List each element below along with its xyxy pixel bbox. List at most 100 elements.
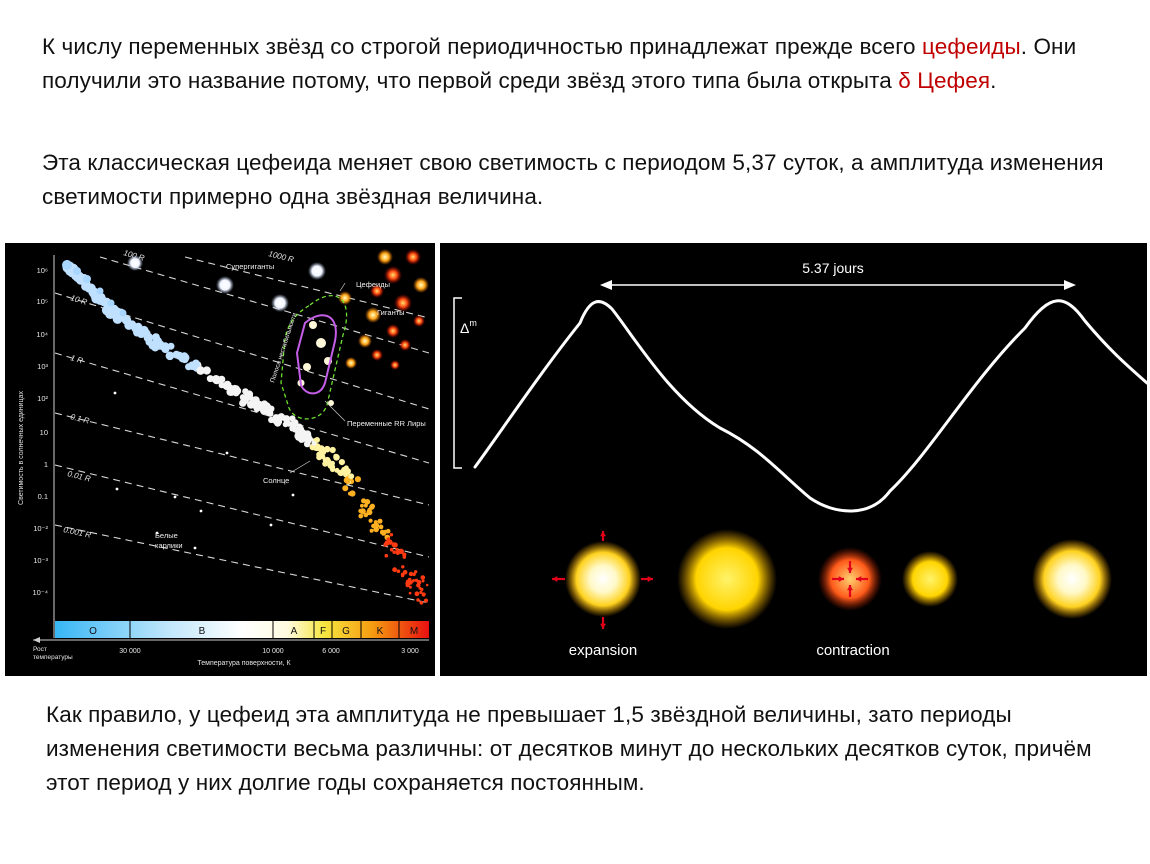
star-dot [73, 267, 81, 275]
period-label: 5.37 jours [802, 260, 863, 276]
star-dot [329, 460, 335, 466]
delta-cephei-highlight: δ Цефея [898, 68, 991, 93]
star-dot [338, 291, 352, 305]
star-contraction-icon [818, 547, 882, 611]
intro-text-3: . [990, 68, 997, 93]
y-tick-label: 10⁴ [36, 330, 48, 339]
temp-growth-arrow-icon [33, 637, 40, 643]
star-dot [239, 394, 246, 401]
spectral-class-label: B [199, 626, 206, 637]
star-dot [414, 570, 418, 574]
spectral-class-label: F [320, 626, 326, 637]
star-dot [420, 587, 424, 592]
star-dot [329, 466, 336, 473]
expansion-arrows-icon [552, 531, 653, 629]
temp-tick-labels: 30 000 10 000 6 000 3 000 [119, 648, 419, 655]
classic-cepheid-paragraph: Эта классическая цефеида меняет свою све… [42, 150, 1104, 209]
star-minimum-size-icon [902, 551, 958, 607]
star-dot [337, 469, 345, 477]
y-tick-label: 10⁻² [33, 524, 48, 533]
star-dot [412, 579, 416, 582]
star-dot [405, 249, 421, 265]
star-dot [389, 547, 394, 552]
star-dot [62, 260, 72, 270]
star-dot [309, 321, 317, 329]
star-dot [365, 307, 381, 323]
star-dot [412, 572, 416, 577]
rr-lyrae-label: Переменные RR Лиры [347, 419, 426, 428]
period-arrow-left-icon [600, 280, 612, 290]
star-dot [414, 591, 420, 597]
y-tick-label: 10⁻⁴ [32, 588, 48, 597]
contraction-label: contraction [816, 642, 889, 659]
star-dot [291, 419, 299, 427]
amplitude-superscript: m [469, 318, 477, 328]
star-dot [416, 598, 420, 602]
star-dot [343, 472, 348, 478]
star-dot [282, 421, 289, 428]
temp-tick-label: 3 000 [401, 648, 419, 655]
star-dot [358, 334, 372, 348]
spectral-class-label: K [377, 626, 384, 637]
y-tick-label: 10³ [37, 362, 48, 371]
star-dot [369, 528, 374, 533]
radius-label: 1 R [69, 353, 84, 365]
y-tick-labels: 10⁶ 10⁵ 10⁴ 10³ 10² 10 1 0.1 10⁻² 10⁻³ 1… [32, 266, 48, 597]
star-dot [378, 524, 384, 530]
star-dot [348, 473, 355, 480]
star-dot [211, 375, 221, 384]
radius-line-1000r [184, 256, 430, 319]
star-dot [386, 324, 400, 338]
spectral-dividers [129, 621, 400, 638]
rr-lyrae-pointer [324, 400, 346, 422]
star-dot [392, 550, 396, 554]
star-dot [333, 453, 339, 459]
star-dot [401, 565, 405, 569]
instability-strip-outline [280, 295, 348, 420]
hr-diagram-svg: 10⁶ 10⁵ 10⁴ 10³ 10² 10 1 0.1 10⁻² 10⁻³ 1… [18, 248, 430, 667]
star-dot [316, 451, 323, 458]
star-dot [377, 518, 383, 524]
star-dot [395, 550, 401, 555]
y-tick-label: 10² [37, 394, 48, 403]
star-dot [193, 546, 197, 550]
star-dot [360, 503, 364, 508]
star-dot [160, 342, 170, 351]
star-dot [143, 332, 153, 343]
star-dot [354, 476, 361, 483]
star-dot [303, 363, 311, 371]
intro-paragraph: К числу переменных звёзд со строгой пери… [42, 30, 1122, 98]
star-dot [202, 366, 211, 375]
star-dot [329, 446, 336, 454]
radius-label: 10 R [69, 293, 88, 307]
star-dot [323, 445, 331, 453]
star-field [62, 249, 429, 605]
star-dot [328, 400, 334, 406]
star-dot [371, 349, 383, 361]
star-dot [199, 509, 203, 513]
white-dwarfs-label: Белые [155, 531, 178, 540]
amplitude-symbol: Δ [460, 320, 469, 336]
spectral-class-label: M [410, 626, 418, 637]
period-arrow-right-icon [1064, 280, 1076, 290]
star-dot [308, 262, 326, 280]
temp-tick-label: 30 000 [119, 648, 141, 655]
star-dot [148, 341, 157, 350]
star-dot [402, 555, 407, 559]
star-dot [358, 513, 364, 519]
hr-region-labels: Супергиганты Цефеиды Гиганты Переменные … [155, 262, 426, 550]
star-dot [369, 503, 375, 509]
star-dot [421, 592, 426, 597]
star-dot [396, 569, 401, 573]
star-dot [399, 339, 411, 351]
star-dot [291, 493, 295, 497]
y-tick-label: 10⁶ [37, 266, 48, 275]
star-dot [155, 531, 159, 535]
sun-pointer [289, 460, 311, 474]
radius-line-0001r [54, 524, 430, 604]
star-dot [196, 366, 205, 375]
y-tick-label: 1 [44, 460, 48, 469]
star-dot [384, 266, 402, 284]
star-dot [416, 583, 421, 588]
star-dot [165, 351, 175, 361]
